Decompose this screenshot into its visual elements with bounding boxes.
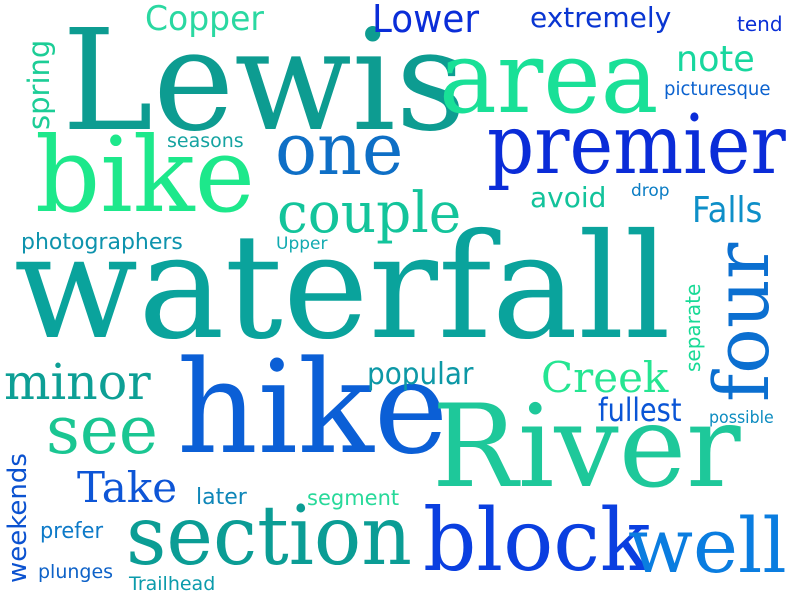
word-block: block (423, 491, 651, 591)
word-upper: Upper (276, 234, 328, 254)
word-extremely: extremely (530, 1, 672, 34)
word-later: later (196, 485, 247, 510)
word-possible: possible (709, 408, 774, 428)
word-popular: popular (367, 357, 474, 392)
word-drop: drop (631, 181, 670, 201)
word-photographers: photographers (21, 230, 183, 255)
word-creek: Creek (541, 353, 669, 402)
word-prefer: prefer (40, 519, 104, 544)
word-avoid: avoid (530, 181, 607, 214)
word-weekends: weekends (3, 453, 33, 583)
word-four: four (697, 242, 786, 402)
word-segment: segment (307, 486, 400, 510)
word-section: section (126, 489, 412, 584)
word-note: note (676, 39, 755, 80)
word-river: River (432, 380, 741, 513)
word-copper: Copper (145, 0, 264, 39)
word-seasons: seasons (167, 130, 244, 152)
word-falls: Falls (692, 190, 763, 231)
word-hike: hike (177, 334, 449, 483)
word-waterfall: waterfall (14, 203, 671, 372)
word-spring: spring (22, 39, 56, 130)
word-lower: Lower (372, 0, 480, 41)
word-well: well (628, 501, 787, 590)
word-fullest: fullest (598, 391, 682, 429)
word-premier: premier (487, 98, 786, 193)
word-one: one (275, 107, 404, 191)
word-bike: bike (35, 114, 255, 236)
word-plunges: plunges (38, 561, 114, 583)
word-take: Take (77, 463, 178, 512)
word-picturesque: picturesque (664, 78, 771, 100)
word-trailhead: Trailhead (129, 573, 216, 595)
word-tend: tend (737, 12, 783, 36)
word-couple: couple (277, 181, 462, 246)
word-area: area (439, 19, 659, 136)
word-lewis: Lewis (62, 0, 467, 163)
word-minor: minor (4, 353, 151, 411)
word-separate: separate (681, 283, 705, 372)
word-see: see (46, 392, 158, 469)
